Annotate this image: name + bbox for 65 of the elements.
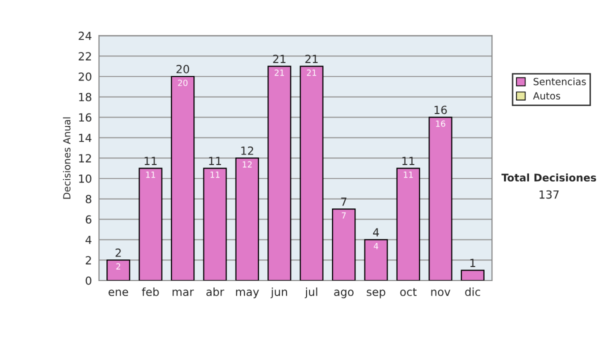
total-label: 21 — [273, 54, 286, 63]
x-tick-label: jul — [304, 287, 318, 298]
y-tick-label: 10 — [79, 174, 92, 183]
y-tick-label: 14 — [79, 134, 92, 142]
bar — [138, 168, 162, 280]
y-tick-label: 4 — [86, 236, 92, 244]
x-tick-label: feb — [142, 287, 159, 296]
x-tick-label: sep — [366, 290, 386, 298]
bar — [300, 66, 324, 280]
total-label: 4 — [373, 228, 379, 236]
total-label: 12 — [241, 146, 254, 155]
total-label: 11 — [402, 156, 414, 165]
data-label: 21 — [274, 70, 284, 76]
total-label: 2 — [116, 248, 121, 257]
x-tick-label: ene — [108, 290, 128, 296]
legend-label: Autos — [533, 92, 560, 100]
x-tick-label: mar — [172, 290, 194, 296]
total-label: 20 — [176, 64, 190, 74]
x-tick-label: dic — [465, 287, 480, 296]
x-tick-label: abr — [206, 287, 224, 296]
x-tick-label: ago — [334, 290, 354, 298]
data-label: 11 — [210, 172, 220, 178]
y-axis-title: Decisiones Anual — [62, 117, 70, 199]
y-tick-label: 18 — [79, 92, 92, 102]
legend-label: Sentencias — [534, 78, 586, 86]
bar — [364, 239, 388, 280]
bar — [268, 66, 292, 280]
total-label: 21 — [305, 54, 318, 63]
total-label: 7 — [341, 198, 346, 206]
y-tick-label: 20 — [78, 72, 92, 81]
bar — [332, 208, 356, 280]
y-tick-label: 6 — [86, 215, 92, 224]
bar — [106, 260, 130, 280]
total-label: 1 — [470, 258, 476, 267]
y-tick-label: 2 — [86, 256, 91, 264]
y-tick-label: 22 — [78, 52, 91, 60]
data-label: 20 — [178, 80, 188, 86]
data-label: 4 — [374, 243, 378, 250]
data-label: 16 — [436, 120, 446, 127]
y-tick-label: 16 — [79, 113, 92, 122]
x-tick-label: nov — [431, 290, 450, 296]
bar — [396, 168, 420, 280]
y-tick-label: 8 — [86, 194, 92, 204]
bar — [170, 76, 195, 280]
bar — [203, 168, 227, 280]
y-tick-label: 24 — [78, 32, 92, 40]
x-tick-label: jun — [270, 287, 288, 298]
total-label: 11 — [144, 156, 157, 165]
bar — [460, 270, 484, 280]
bar — [235, 158, 260, 280]
x-tick-label: may — [236, 290, 259, 298]
data-label: 7 — [342, 212, 346, 218]
bar — [428, 116, 452, 280]
total-label: 16 — [434, 106, 447, 114]
text: Total Decisiones — [501, 173, 596, 182]
data-label: 11 — [404, 172, 413, 178]
y-tick-label: 0 — [86, 276, 92, 285]
data-label: 21 — [306, 70, 316, 76]
y-tick-label: 12 — [79, 154, 91, 162]
data-label: 11 — [146, 172, 156, 178]
text: 137 — [540, 190, 559, 199]
x-tick-label: oct — [400, 288, 417, 296]
data-label: 12 — [242, 161, 252, 168]
data-label: 2 — [116, 263, 120, 270]
total-label: 11 — [209, 156, 222, 165]
